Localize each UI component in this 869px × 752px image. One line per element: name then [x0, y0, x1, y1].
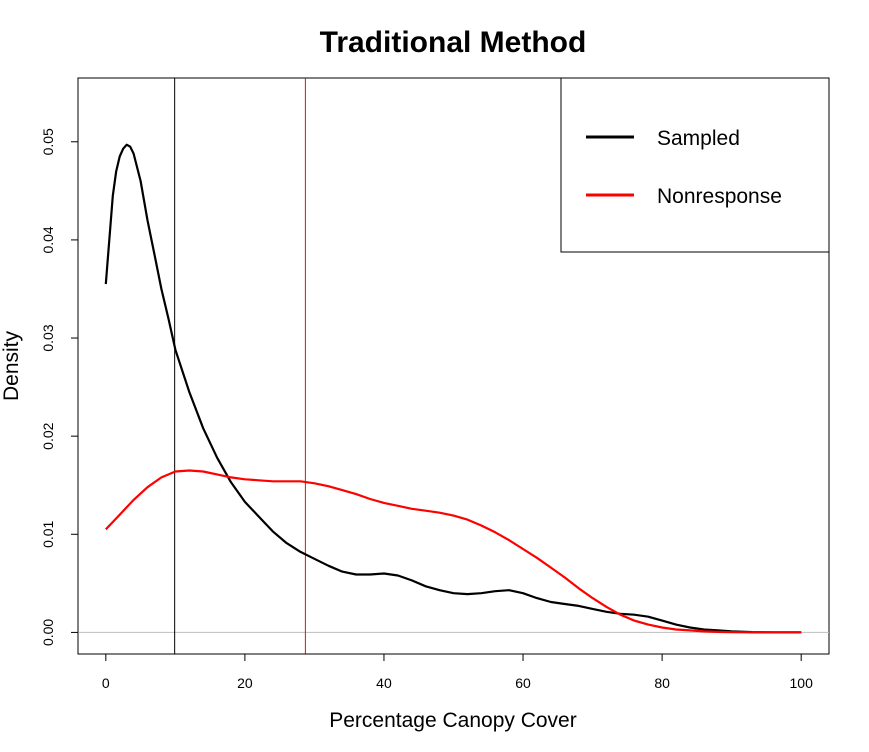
x-axis-label: Percentage Canopy Cover [329, 709, 576, 732]
series-layer [104, 143, 802, 634]
y-tick-label: 0.05 [40, 128, 56, 155]
y-axis: 0.00 0.01 0.02 0.03 0.04 0.05 [40, 128, 79, 646]
x-tick-label: 40 [376, 675, 392, 691]
y-axis-label: Density [0, 330, 23, 401]
x-tick-label: 20 [237, 675, 253, 691]
x-tick-label: 80 [654, 675, 670, 691]
y-tick-label: 0.03 [40, 324, 56, 351]
y-tick-label: 0.01 [40, 520, 56, 547]
legend-box [560, 77, 830, 253]
legend-label-nonresponse: Nonresponse [657, 185, 782, 208]
y-tick-label: 0.04 [40, 226, 56, 253]
x-axis: 0 20 40 60 80 100 [102, 653, 814, 691]
legend-label-sampled: Sampled [657, 127, 740, 150]
x-tick-label: 0 [102, 675, 110, 691]
series-line-sampled [104, 143, 802, 634]
legend: Sampled Nonresponse [560, 77, 830, 253]
series-line-nonresponse [105, 469, 802, 634]
x-tick-label: 60 [515, 675, 531, 691]
chart-title: Traditional Method [320, 26, 587, 59]
reference-lines [174, 78, 306, 654]
y-tick-label: 0.02 [40, 422, 56, 449]
y-tick-label: 0.00 [40, 619, 56, 646]
x-tick-label: 100 [790, 675, 814, 691]
